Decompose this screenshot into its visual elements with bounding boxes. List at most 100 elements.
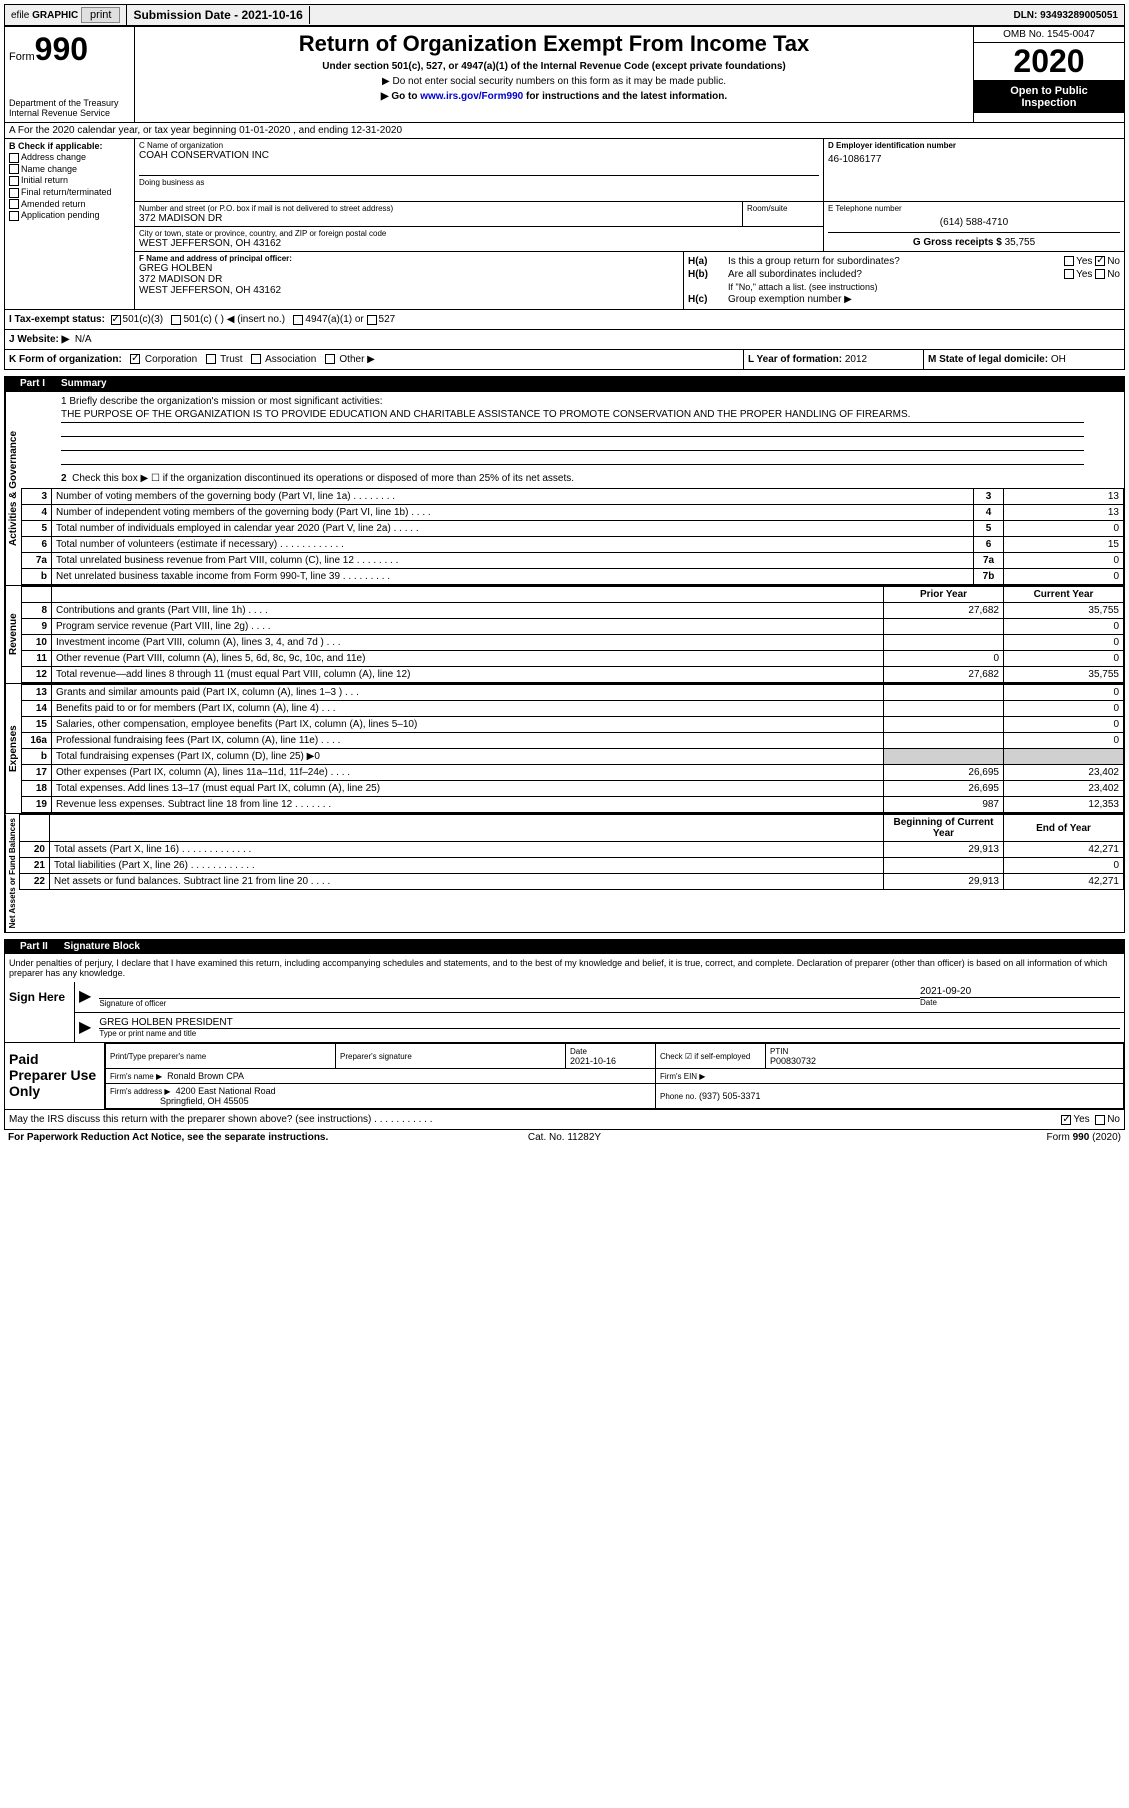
chk-pending[interactable]: Application pending <box>9 210 130 221</box>
irs-link[interactable]: www.irs.gov/Form990 <box>420 91 523 102</box>
gross-receipts: 35,755 <box>1005 237 1036 248</box>
firm-ein-label: Firm's EIN ▶ <box>660 1072 705 1081</box>
print-button[interactable]: print <box>81 7 120 23</box>
footer-left: For Paperwork Reduction Act Notice, see … <box>8 1132 379 1143</box>
chk-initial[interactable]: Initial return <box>9 175 130 186</box>
k-label: K Form of organization: <box>9 354 122 365</box>
city-val: WEST JEFFERSON, OH 43162 <box>139 238 819 249</box>
sig-name-label: Type or print name and title <box>99 1028 1120 1038</box>
hb-label: H(b) <box>688 269 728 280</box>
form-header: Form990 Department of the Treasury Inter… <box>4 26 1125 123</box>
ptin-label: PTIN <box>770 1047 788 1056</box>
city-label: City or town, state or province, country… <box>139 229 819 238</box>
hb-text: Are all subordinates included? <box>728 269 1064 280</box>
street-label: Number and street (or P.O. box if mail i… <box>139 204 738 213</box>
g-label: G Gross receipts $ <box>913 237 1002 248</box>
part1-header: Part ISummary <box>4 376 1125 391</box>
m-val: OH <box>1051 354 1066 365</box>
dba-label: Doing business as <box>139 178 819 187</box>
ha-text: Is this a group return for subordinates? <box>728 256 1064 267</box>
discuss-q: May the IRS discuss this return with the… <box>9 1114 1061 1125</box>
ha-yes[interactable] <box>1064 256 1074 266</box>
prep-sig-label: Preparer's signature <box>340 1052 412 1061</box>
vlabel-revenue: Revenue <box>5 586 21 683</box>
sig-date-label: Date <box>920 997 1120 1007</box>
chk-address[interactable]: Address change <box>9 152 130 163</box>
col-b-header: B Check if applicable: <box>9 141 130 151</box>
q2-text: Check this box ▶ ☐ if the organization d… <box>72 473 574 484</box>
hb-note: If "No," attach a list. (see instruction… <box>728 282 1120 292</box>
chk-final[interactable]: Final return/terminated <box>9 187 130 198</box>
main-block: B Check if applicable: Address change Na… <box>4 139 1125 310</box>
ha-label: H(a) <box>688 256 728 267</box>
sign-here: Sign Here <box>5 982 75 1042</box>
chk-amended[interactable]: Amended return <box>9 199 130 210</box>
ha-no[interactable] <box>1095 256 1105 266</box>
discuss-yes[interactable] <box>1061 1115 1071 1125</box>
prep-date-val: 2021-10-16 <box>570 1056 616 1066</box>
i-label: I Tax-exempt status: <box>9 314 105 325</box>
firm-addr-label: Firm's address ▶ <box>110 1087 171 1096</box>
officer-addr2: WEST JEFFERSON, OH 43162 <box>139 285 679 296</box>
hb-yes[interactable] <box>1064 269 1074 279</box>
netassets-table: Beginning of Current YearEnd of Year20To… <box>19 814 1124 890</box>
hb-no[interactable] <box>1095 269 1105 279</box>
arrow-icon: ▶ <box>79 1017 91 1038</box>
sig-officer-label: Signature of officer <box>99 998 920 1008</box>
blank-line <box>61 423 1084 437</box>
dept-irs: Internal Revenue Service <box>9 108 130 118</box>
expenses-table: 13Grants and similar amounts paid (Part … <box>21 684 1124 813</box>
submission-date: Submission Date - 2021-10-16 <box>127 6 309 24</box>
l-val: 2012 <box>845 354 867 365</box>
firm-name: Ronald Brown CPA <box>167 1071 244 1081</box>
prep-selfemp: Check ☑ if self-employed <box>660 1052 750 1061</box>
d-label: D Employer identification number <box>828 141 1120 150</box>
dba-val <box>139 187 819 199</box>
efile-label: efile GRAPHIC print <box>5 5 127 25</box>
discuss-row: May the IRS discuss this return with the… <box>4 1110 1125 1130</box>
governance-table: 3Number of voting members of the governi… <box>21 488 1124 585</box>
footer-right: Form Form 990 (2020)990 (2020) <box>750 1132 1121 1143</box>
chk-other[interactable] <box>325 354 335 364</box>
hc-text: Group exemption number ▶ <box>728 294 1120 305</box>
sig-name: GREG HOLBEN PRESIDENT <box>99 1017 1120 1028</box>
chk-501c3[interactable] <box>111 315 121 325</box>
m-label: M State of legal domicile: <box>928 354 1048 365</box>
paid-preparer: Paid Preparer Use Only Print/Type prepar… <box>4 1043 1125 1110</box>
paid-title: Paid Preparer Use Only <box>5 1043 105 1109</box>
phone-label: Phone no. <box>660 1092 696 1101</box>
org-name: COAH CONSERVATION INC <box>139 150 819 161</box>
revenue-table: Prior YearCurrent Year8Contributions and… <box>21 586 1124 683</box>
officer-addr1: 372 MADISON DR <box>139 274 679 285</box>
street-val: 372 MADISON DR <box>139 213 738 224</box>
website-row: J Website: ▶ N/A <box>4 330 1125 350</box>
chk-527[interactable] <box>367 315 377 325</box>
f-label: F Name and address of principal officer: <box>139 254 679 263</box>
phone: (614) 588-4710 <box>828 217 1120 228</box>
ptin-val: P00830732 <box>770 1056 816 1066</box>
discuss-no[interactable] <box>1095 1115 1105 1125</box>
mission-text: THE PURPOSE OF THE ORGANIZATION IS TO PR… <box>61 407 1084 423</box>
officer-name: GREG HOLBEN <box>139 263 679 274</box>
chk-trust[interactable] <box>206 354 216 364</box>
chk-assoc[interactable] <box>251 354 261 364</box>
part2-header: Part IISignature Block <box>4 939 1125 954</box>
chk-corp[interactable] <box>130 354 140 364</box>
prep-phone: (937) 505-3371 <box>699 1091 761 1101</box>
form-title: Return of Organization Exempt From Incom… <box>139 31 969 57</box>
open-public: Open to PublicInspection <box>974 81 1124 113</box>
subtitle-3: ▶ Go to www.irs.gov/Form990 for instruct… <box>139 91 969 102</box>
firm-addr2: Springfield, OH 45505 <box>160 1096 249 1106</box>
chk-name[interactable]: Name change <box>9 164 130 175</box>
subtitle-1: Under section 501(c), 527, or 4947(a)(1)… <box>139 61 969 72</box>
tax-year: 2020 <box>974 43 1124 81</box>
form-number: Form990 <box>9 31 130 68</box>
chk-4947[interactable] <box>293 315 303 325</box>
website-val: N/A <box>75 334 92 345</box>
col-b: B Check if applicable: Address change Na… <box>5 139 135 309</box>
vlabel-netassets: Net Assets or Fund Balances <box>5 814 19 932</box>
j-label: J Website: ▶ <box>9 334 69 345</box>
dept-treasury: Department of the Treasury <box>9 98 130 108</box>
chk-501c[interactable] <box>171 315 181 325</box>
declaration: Under penalties of perjury, I declare th… <box>5 954 1124 982</box>
